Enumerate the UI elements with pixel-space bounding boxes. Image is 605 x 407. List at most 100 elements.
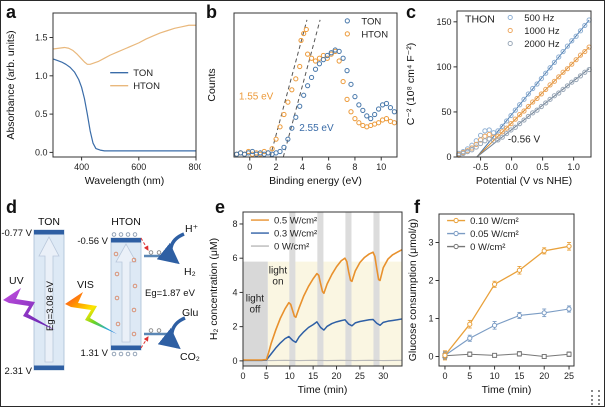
svg-text:600: 600 xyxy=(131,162,146,172)
svg-text:20: 20 xyxy=(539,371,549,381)
y-axis-label: Counts xyxy=(206,68,218,101)
hton-cb-edge xyxy=(111,238,141,243)
svg-text:50: 50 xyxy=(441,107,451,117)
panel-a: a 400 600 800 0.0 0.5 1.0 1.5 Wavelength (nm) Ab… xyxy=(1,1,201,196)
glucose-oxidation-arrow xyxy=(157,316,186,350)
svg-text:0.5 W/cm²: 0.5 W/cm² xyxy=(274,216,317,227)
panel-label-f: f xyxy=(414,197,420,217)
x-axis-label: Time (min) xyxy=(298,384,348,396)
y-axis-label: Glucose consumption (μmol/g) xyxy=(407,219,419,362)
svg-text:8: 8 xyxy=(352,162,357,172)
svg-text:0.0: 0.0 xyxy=(505,162,518,172)
band xyxy=(345,212,352,366)
svg-text:400: 400 xyxy=(74,162,89,172)
svg-text:1000 Hz: 1000 Hz xyxy=(524,26,560,37)
h2-evolution-arrow xyxy=(156,232,185,265)
series-2000 Hz xyxy=(456,66,592,158)
svg-text:TON: TON xyxy=(133,68,153,79)
band xyxy=(317,212,324,366)
panel-d: d TON xyxy=(1,196,206,406)
svg-text:10: 10 xyxy=(376,162,386,172)
svg-text:10: 10 xyxy=(285,371,295,381)
svg-text:25: 25 xyxy=(355,371,365,381)
electron-transfer-arrow xyxy=(140,237,149,251)
band xyxy=(267,261,402,366)
chart-b-valence-band-xps: 0 2 4 6 8 10 Binding energy (eV) Counts 1.55 eV 2… xyxy=(206,12,398,187)
svg-text:HTON: HTON xyxy=(133,81,160,92)
svg-text:1.0: 1.0 xyxy=(567,162,580,172)
hydrogen-label: H₂ xyxy=(184,266,196,278)
axes-frame xyxy=(438,213,575,367)
svg-text:0.0: 0.0 xyxy=(35,147,48,157)
svg-text:10: 10 xyxy=(490,371,500,381)
y-axis-label: H₂ concentration (μM) xyxy=(208,238,220,340)
x-axis-label: Wavelength (nm) xyxy=(85,175,165,187)
svg-text:5: 5 xyxy=(467,371,472,381)
axes-frame xyxy=(456,10,592,158)
series-0.10 W/cm2 xyxy=(442,242,572,361)
hton-surface-charges xyxy=(111,232,138,357)
panel-label-b: b xyxy=(206,2,217,22)
svg-text:2000 Hz: 2000 Hz xyxy=(524,39,560,50)
hton-vb-voltage: 1.31 V xyxy=(81,348,109,359)
fit-line xyxy=(269,19,308,158)
series-0 W/cm2 xyxy=(442,351,572,360)
proton-label: H⁺ xyxy=(185,223,199,235)
series-TON xyxy=(52,58,196,152)
series-0.05 W/cm2 xyxy=(442,305,572,360)
svg-text:15: 15 xyxy=(514,371,524,381)
svg-text:TON: TON xyxy=(361,16,381,27)
svg-text:4: 4 xyxy=(300,162,305,172)
axes-frame xyxy=(52,12,197,158)
hton-excitation-arrow xyxy=(115,243,137,343)
svg-text:HTON: HTON xyxy=(361,29,388,40)
series-HTON xyxy=(52,24,196,65)
series-0.5 W/cm2 xyxy=(243,248,403,361)
ton-vb-edge xyxy=(34,365,64,370)
svg-text:0.05 W/cm²: 0.05 W/cm² xyxy=(470,229,519,240)
annotation: 1.55 eV xyxy=(239,91,274,102)
uv-label: UV xyxy=(9,275,24,287)
svg-text:0: 0 xyxy=(442,371,447,381)
hton-vb-edge xyxy=(111,345,141,350)
glucose-label: Glu xyxy=(182,307,199,319)
svg-text:-0.5: -0.5 xyxy=(473,162,489,172)
svg-text:0: 0 xyxy=(240,371,245,381)
legend: 0.5 W/cm² 0.3 W/cm² 0 W/cm² xyxy=(250,216,317,253)
svg-text:0: 0 xyxy=(232,356,237,366)
panel-b: b 0 2 4 6 8 10 Binding energy (eV) Counts 1.55 e… xyxy=(201,1,401,196)
svg-text:0: 0 xyxy=(428,352,433,362)
ton-label: TON xyxy=(38,216,60,228)
svg-text:100: 100 xyxy=(436,62,451,72)
series-0.3 W/cm2 xyxy=(243,318,403,362)
chart-e-h2-concentration: 0 5 10 15 20 25 30 0 2 4 6 8 Time (min) H₂ concentrat… xyxy=(208,211,403,396)
selection-dots-artifact xyxy=(591,390,600,405)
svg-text:1: 1 xyxy=(428,314,433,324)
axes-frame xyxy=(242,211,403,367)
panel-c: c -0.5 0.0 0.5 1.0 0 50 100 150 Potential (V vs … xyxy=(401,1,604,196)
svg-text:15: 15 xyxy=(308,371,318,381)
svg-text:2: 2 xyxy=(274,162,279,172)
hole-transfer-arrow xyxy=(140,336,149,349)
svg-text:150: 150 xyxy=(436,17,451,27)
svg-text:25: 25 xyxy=(564,371,574,381)
svg-text:0.3 W/cm²: 0.3 W/cm² xyxy=(274,229,317,240)
fit-line xyxy=(282,19,321,158)
x-axis-label: Binding energy (eV) xyxy=(269,175,362,187)
svg-text:0: 0 xyxy=(247,162,252,172)
svg-text:0 W/cm²: 0 W/cm² xyxy=(274,242,309,253)
ton-excitation-arrow xyxy=(38,236,60,363)
annotation: 2.55 eV xyxy=(299,123,334,134)
svg-text:1.5: 1.5 xyxy=(35,33,48,43)
electron-dots xyxy=(148,250,162,255)
panel-label-e: e xyxy=(215,197,226,217)
diagram-band-structure: TON Eg=3.08 eV -0.77 V 2.31 V UV HTON xyxy=(1,216,199,377)
annotation: light on xyxy=(269,266,288,288)
ton-cb-edge xyxy=(34,230,64,235)
svg-text:6: 6 xyxy=(232,253,237,263)
svg-text:3: 3 xyxy=(428,238,433,248)
x-axis-label: Potential (V vs NHE) xyxy=(476,175,572,187)
svg-text:0: 0 xyxy=(446,152,451,162)
svg-text:800: 800 xyxy=(188,162,201,172)
